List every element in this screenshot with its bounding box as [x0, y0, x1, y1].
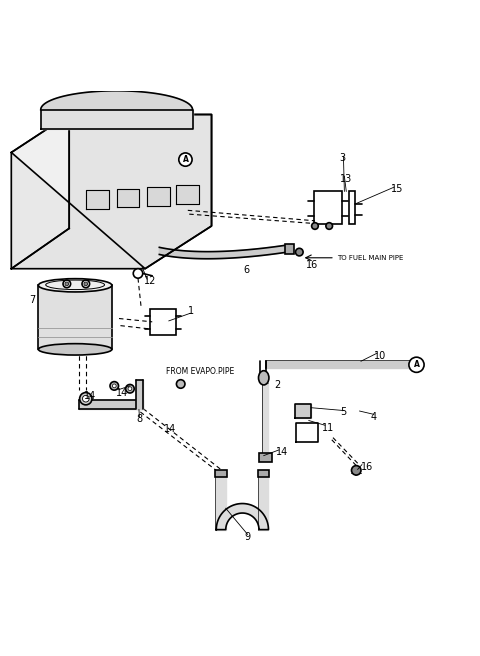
Polygon shape: [147, 186, 170, 205]
Polygon shape: [216, 504, 268, 529]
Circle shape: [409, 357, 424, 373]
Bar: [216, 470, 227, 478]
Text: 1: 1: [188, 306, 194, 316]
Text: 12: 12: [144, 276, 156, 285]
Circle shape: [126, 384, 134, 393]
Circle shape: [133, 269, 143, 278]
Ellipse shape: [38, 344, 112, 355]
Bar: [258, 470, 269, 478]
Polygon shape: [159, 245, 288, 258]
Text: FROM EVAPO.PIPE: FROM EVAPO.PIPE: [167, 367, 235, 376]
Polygon shape: [12, 115, 212, 269]
Circle shape: [312, 222, 318, 230]
Text: 9: 9: [245, 532, 251, 542]
Polygon shape: [86, 190, 108, 209]
Text: 15: 15: [391, 184, 403, 194]
Bar: [259, 453, 272, 462]
Polygon shape: [12, 115, 69, 269]
Text: 14: 14: [164, 424, 176, 434]
Circle shape: [112, 384, 116, 388]
Text: 10: 10: [374, 350, 386, 361]
Polygon shape: [41, 110, 192, 129]
Bar: [313, 192, 342, 224]
Text: 13: 13: [340, 174, 352, 184]
Ellipse shape: [38, 279, 112, 292]
Circle shape: [80, 392, 92, 405]
Circle shape: [177, 380, 185, 388]
Circle shape: [84, 282, 88, 286]
Text: 3: 3: [340, 153, 346, 163]
Polygon shape: [117, 188, 139, 207]
Text: 8: 8: [137, 414, 143, 424]
Text: 14: 14: [116, 388, 128, 398]
Text: 7: 7: [29, 295, 35, 306]
Text: 6: 6: [244, 265, 250, 275]
Text: 14: 14: [84, 391, 96, 401]
Circle shape: [296, 248, 303, 256]
Circle shape: [63, 280, 71, 288]
Ellipse shape: [259, 371, 269, 385]
Polygon shape: [12, 115, 212, 269]
Polygon shape: [41, 91, 192, 110]
Text: 16: 16: [360, 462, 373, 472]
Polygon shape: [176, 185, 199, 204]
Text: 2: 2: [274, 380, 280, 390]
Circle shape: [128, 387, 132, 390]
Text: A: A: [414, 360, 420, 369]
Text: A: A: [182, 155, 188, 164]
Text: 11: 11: [322, 422, 334, 433]
Bar: [150, 309, 176, 335]
Circle shape: [326, 222, 333, 230]
Circle shape: [351, 466, 361, 475]
Bar: [38, 285, 112, 350]
Polygon shape: [295, 404, 311, 418]
Circle shape: [82, 280, 90, 288]
Circle shape: [110, 382, 119, 390]
Text: 5: 5: [341, 407, 347, 417]
Bar: [285, 244, 294, 255]
Text: 16: 16: [305, 260, 318, 270]
Text: 4: 4: [371, 412, 377, 422]
Text: 14: 14: [276, 447, 288, 457]
Bar: [349, 192, 355, 224]
Circle shape: [65, 282, 69, 286]
Text: TO FUEL MAIN PIPE: TO FUEL MAIN PIPE: [337, 255, 404, 261]
Circle shape: [83, 396, 89, 402]
Circle shape: [179, 153, 192, 166]
